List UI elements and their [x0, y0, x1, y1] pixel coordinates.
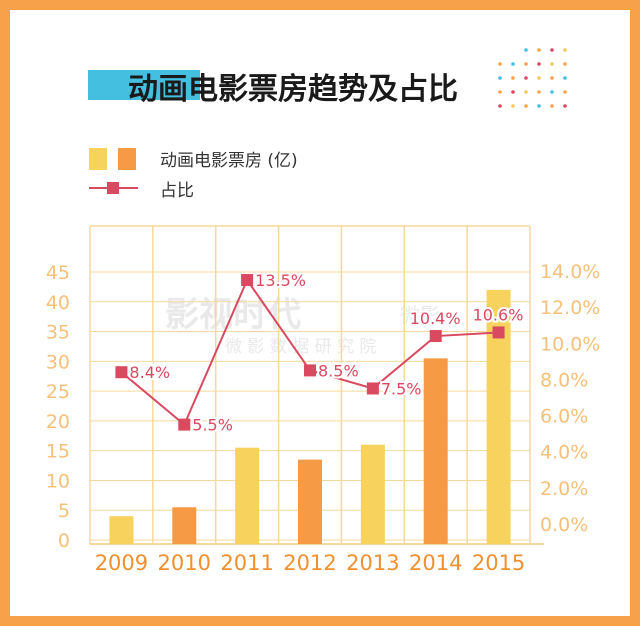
- decor-dot: [511, 62, 515, 66]
- decor-dot: [498, 62, 502, 66]
- decor-dot: [498, 90, 502, 94]
- line-data-labels: 8.4% 5.5% 13.5% 8.5% 7.5% 10.4% 10.6%: [127, 269, 525, 437]
- share-marker-2014: [429, 330, 442, 343]
- decor-dot: [550, 104, 554, 108]
- legend-swatch-light: [89, 148, 107, 170]
- decor-dot: [537, 104, 541, 108]
- share-label-2015: 10.6%: [473, 305, 524, 324]
- share-label-2013: 7.5%: [381, 379, 422, 398]
- x-tick-2010: 2010: [158, 551, 211, 575]
- bar-2010: [172, 507, 197, 544]
- decor-dot: [537, 76, 541, 80]
- left-tick-5: 5: [58, 500, 70, 522]
- x-tick-2012: 2012: [283, 551, 336, 575]
- bar-2013: [360, 444, 385, 544]
- decor-dot: [537, 48, 541, 52]
- title-accent-bar: [88, 70, 200, 100]
- share-label-2014: 10.4%: [410, 309, 461, 328]
- share-marker-2010: [178, 418, 191, 431]
- right-tick-2.0%: 2.0%: [540, 478, 588, 500]
- x-tick-2014: 2014: [409, 551, 462, 575]
- decor-dot: [524, 104, 528, 108]
- left-tick-45: 45: [46, 262, 70, 284]
- decorative-dots: [498, 48, 567, 108]
- right-tick-6.0%: 6.0%: [540, 406, 588, 428]
- decor-dot: [563, 90, 567, 94]
- legend-swatch-dark: [118, 148, 136, 170]
- watermark-tag: 微影: [400, 303, 440, 327]
- legend-line-label: 占比: [160, 181, 194, 201]
- decor-dot: [498, 104, 502, 108]
- share-label-2009: 8.4%: [129, 363, 170, 382]
- left-tick-10: 10: [46, 470, 70, 492]
- bar-2012: [298, 459, 322, 544]
- left-tick-40: 40: [46, 292, 70, 314]
- decor-dot: [550, 76, 554, 80]
- share-marker-2009: [115, 366, 128, 379]
- right-tick-4.0%: 4.0%: [540, 442, 588, 464]
- left-tick-25: 25: [46, 381, 70, 403]
- share-marker-2011: [241, 274, 254, 287]
- decor-dot: [524, 90, 528, 94]
- left-tick-0: 0: [58, 530, 70, 552]
- decor-dot: [537, 90, 541, 94]
- right-tick-0.0%: 0.0%: [540, 514, 588, 536]
- decor-dot: [550, 90, 554, 94]
- decor-dot: [511, 76, 515, 80]
- bar-2009: [109, 516, 134, 544]
- right-tick-10.0%: 10.0%: [540, 333, 600, 355]
- decor-dot: [563, 104, 567, 108]
- share-label-2010: 5.5%: [192, 416, 233, 435]
- left-tick-30: 30: [46, 351, 70, 373]
- share-marker-2015: [492, 326, 505, 339]
- x-axis-ticks: 2009 2010 2011 2012 2013 2014 2015: [95, 551, 526, 575]
- share-label-2011: 13.5%: [255, 271, 306, 290]
- left-axis-ticks: 0 5 10 15 20 25 30 35 40 45: [46, 262, 70, 552]
- decor-dot: [537, 62, 541, 66]
- chart-title: 动画电影票房趋势及占比: [128, 72, 458, 107]
- decor-dot: [511, 104, 515, 108]
- decor-dot: [563, 76, 567, 80]
- left-tick-20: 20: [46, 411, 70, 433]
- decor-dot: [563, 62, 567, 66]
- share-label-2012: 8.5%: [318, 361, 359, 380]
- decor-dot: [524, 48, 528, 52]
- x-tick-2013: 2013: [346, 551, 399, 575]
- left-tick-15: 15: [46, 441, 70, 463]
- decor-dot: [511, 90, 515, 94]
- right-tick-14.0%: 14.0%: [540, 261, 600, 283]
- watermark-line2: 微 影 数 据 研 究 院: [225, 337, 376, 357]
- right-axis-ticks: 0.0% 2.0% 4.0% 6.0% 8.0% 10.0% 12.0% 14.0%: [540, 261, 600, 536]
- decor-dot: [498, 76, 502, 80]
- decor-dot: [550, 48, 554, 52]
- line-series: [115, 274, 505, 431]
- grid-lines: [89, 225, 544, 545]
- x-tick-2011: 2011: [220, 551, 273, 575]
- right-tick-12.0%: 12.0%: [540, 297, 600, 319]
- decor-dot: [524, 76, 528, 80]
- bar-2014: [423, 358, 448, 544]
- decor-dot: [550, 62, 554, 66]
- x-tick-2009: 2009: [95, 551, 148, 575]
- left-tick-35: 35: [46, 322, 70, 344]
- bar-2011: [235, 447, 260, 544]
- legend-line-marker: [107, 182, 119, 194]
- right-tick-8.0%: 8.0%: [540, 369, 588, 391]
- share-marker-2013: [366, 382, 379, 395]
- legend-bars-label: 动画电影票房 (亿): [160, 151, 298, 171]
- share-marker-2012: [304, 364, 316, 377]
- decor-dot: [524, 62, 528, 66]
- x-tick-2015: 2015: [472, 551, 525, 575]
- decor-dot: [563, 48, 567, 52]
